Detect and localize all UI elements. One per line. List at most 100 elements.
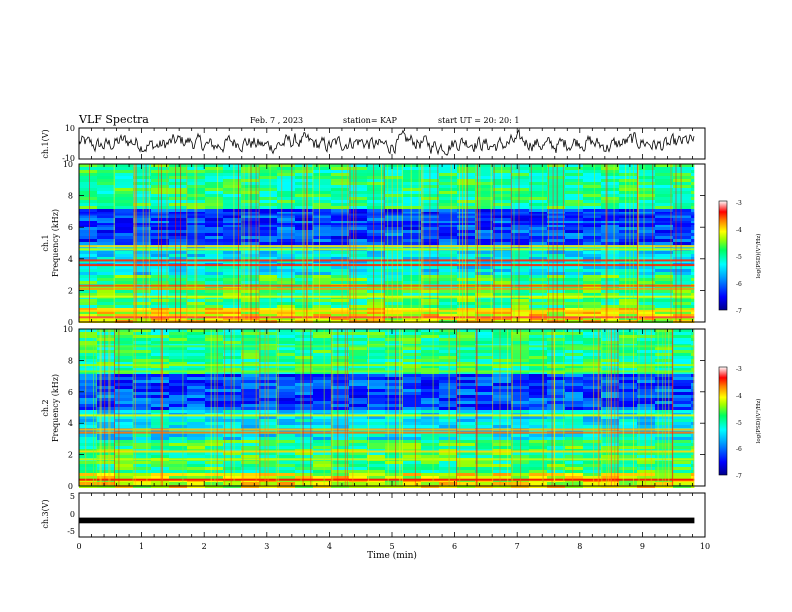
spectrogram-cell [385, 215, 403, 218]
spectrogram-cell [601, 272, 619, 275]
spectrogram-cell [223, 272, 241, 275]
ch2-colorbar-tick-m6: -6 [736, 446, 742, 453]
spectrogram-cell [547, 203, 565, 206]
spectrogram-cell [583, 416, 601, 419]
spectrogram-cell [673, 266, 691, 269]
spectrogram-cell [583, 470, 601, 473]
spectrogram-cell [547, 179, 565, 182]
spectrogram-cell [655, 377, 673, 380]
spectrogram-cell [187, 374, 205, 377]
spectrogram-cell [277, 392, 295, 395]
spectrogram-cell [97, 443, 115, 446]
spectrogram-cell [493, 398, 511, 401]
spectrogram-cell [187, 218, 205, 221]
spectrogram-cell [529, 464, 547, 467]
spectrogram-cell [439, 314, 457, 317]
spectrogram-cell [277, 452, 295, 455]
spectrogram-cell [565, 269, 583, 272]
spectrogram-cell [385, 365, 403, 368]
spectrogram-cell [133, 398, 151, 401]
spectrogram-cell [403, 362, 421, 365]
spectrogram-cell [637, 218, 655, 221]
spectrogram-cell [511, 443, 529, 446]
spectrogram-cell [313, 386, 331, 389]
spectrogram-cell [673, 392, 691, 395]
spectrogram-cell [403, 473, 421, 476]
spectrogram-cell [673, 212, 691, 215]
time-tick-label: 10 [700, 542, 710, 551]
spectrogram-cell [529, 176, 547, 179]
spectrogram-cell [169, 167, 187, 170]
spectrogram-streak [629, 164, 631, 322]
spectrogram-cell [385, 410, 403, 413]
spectrogram-cell [277, 290, 295, 293]
spectrogram-cell [403, 242, 421, 245]
spectrogram-cell [97, 440, 115, 443]
spectrogram-cell [475, 365, 493, 368]
spectrogram-cell [349, 329, 367, 332]
spectrogram-cell [601, 302, 619, 305]
spectrogram-cell [439, 278, 457, 281]
spectrogram-streak [459, 329, 461, 486]
spectrogram-cell [457, 362, 475, 365]
spectrogram-cell [169, 290, 187, 293]
spectrogram-cell [673, 233, 691, 236]
spectrogram-cell [205, 203, 223, 206]
spectrogram-cell [133, 404, 151, 407]
spectrogram-cell [331, 395, 349, 398]
spectrogram-cell [457, 473, 475, 476]
spectrogram-cell [115, 167, 133, 170]
spectrogram-cell [331, 377, 349, 380]
spectrogram-cell [277, 422, 295, 425]
spectrogram-cell [385, 329, 403, 332]
spectrogram-cell [565, 221, 583, 224]
spectrogram-cell [475, 215, 493, 218]
spectrogram-cell [169, 467, 187, 470]
spectrogram-cell [601, 191, 619, 194]
spectrogram-cell [511, 395, 529, 398]
spectrogram-cell [511, 377, 529, 380]
spectrogram-cell [475, 260, 493, 263]
spectrogram-cell [205, 422, 223, 425]
spectrogram-cell [205, 257, 223, 260]
spectrogram-cell [205, 197, 223, 200]
spectrogram-cell [673, 200, 691, 203]
spectrogram-cell [169, 233, 187, 236]
spectrogram-cell [115, 206, 133, 209]
spectrogram-cell [421, 425, 439, 428]
spectrogram-cell [79, 188, 97, 191]
spectrogram-cell [241, 266, 259, 269]
spectrogram-cell [97, 374, 115, 377]
spectrogram-cell [583, 389, 601, 392]
spectrogram-cell [79, 362, 97, 365]
spectrogram-cell [475, 206, 493, 209]
spectrogram-cell [403, 338, 421, 341]
spectrogram-cell [133, 389, 151, 392]
spectrogram-cell [241, 191, 259, 194]
spectrogram-cell [349, 389, 367, 392]
spectrogram-cell [133, 392, 151, 395]
spectrogram-cell [331, 311, 349, 314]
spectrogram-streak [347, 164, 349, 322]
spectrogram-cell [259, 257, 277, 260]
spectrogram-cell [601, 308, 619, 311]
spectrogram-cell [223, 455, 241, 458]
spectrogram-cell [313, 293, 331, 296]
spectrogram-cell [97, 314, 115, 317]
spectrogram-cell [619, 338, 637, 341]
spectrogram-cell [691, 410, 695, 413]
spectrogram-cell [349, 398, 367, 401]
spectrogram-cell [115, 185, 133, 188]
spectrogram-cell [529, 398, 547, 401]
time-axis-tick-labels: 0 1 2 3 4 5 6 7 8 9 10 [76, 542, 710, 551]
spectrogram-cell [241, 416, 259, 419]
spectrogram-cell [655, 461, 673, 464]
spectrogram-cell [241, 386, 259, 389]
spectrogram-cell [97, 185, 115, 188]
spectrogram-cell [439, 383, 457, 386]
spectrogram-cell [79, 404, 97, 407]
spectrogram-cell [313, 473, 331, 476]
spectrogram-cell [187, 257, 205, 260]
spectrogram-cell [331, 371, 349, 374]
ch2-colorbar-tick-m4: -4 [736, 393, 742, 400]
